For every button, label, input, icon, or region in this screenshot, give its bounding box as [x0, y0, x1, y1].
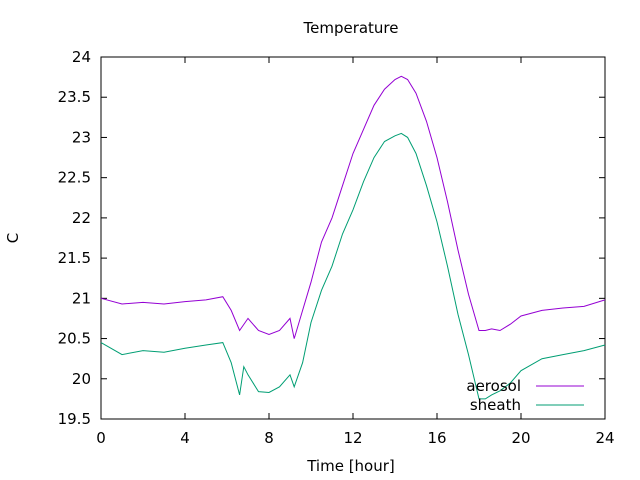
y-tick-label: 21.5	[58, 249, 91, 267]
x-tick-label: 12	[343, 429, 362, 447]
y-tick-label: 21	[72, 289, 91, 307]
x-tick-label: 8	[264, 429, 274, 447]
legend-label-sheath: sheath	[470, 396, 521, 414]
x-tick-label: 16	[427, 429, 446, 447]
y-tick-label: 24	[72, 48, 91, 66]
x-axis-label: Time [hour]	[306, 457, 395, 475]
axes: 0 4 8 12 16 20 24 19.5 20 20.5 21 21.5 22 22.5 23 23.5 2…	[58, 48, 615, 447]
y-tick-label: 23	[72, 128, 91, 146]
y-tick-label: 20	[72, 370, 91, 388]
y-tick-label: 22	[72, 209, 91, 227]
x-tick-label: 0	[96, 429, 106, 447]
chart-title: Temperature	[302, 19, 398, 37]
y-tick-label: 23.5	[58, 88, 91, 106]
y-tick-label: 20.5	[58, 330, 91, 348]
y-tick-label: 22.5	[58, 169, 91, 187]
y-tick-label: 19.5	[58, 410, 91, 428]
x-tick-label: 20	[511, 429, 530, 447]
y-axis-label: C	[4, 233, 22, 243]
x-tick-label: 4	[180, 429, 190, 447]
x-tick-label: 24	[595, 429, 614, 447]
legend-label-aerosol: aerosol	[466, 377, 521, 395]
series-line-aerosol	[100, 75, 606, 339]
plot-frame	[100, 56, 606, 420]
plot-series	[100, 75, 606, 400]
series-line-sheath	[100, 132, 606, 400]
